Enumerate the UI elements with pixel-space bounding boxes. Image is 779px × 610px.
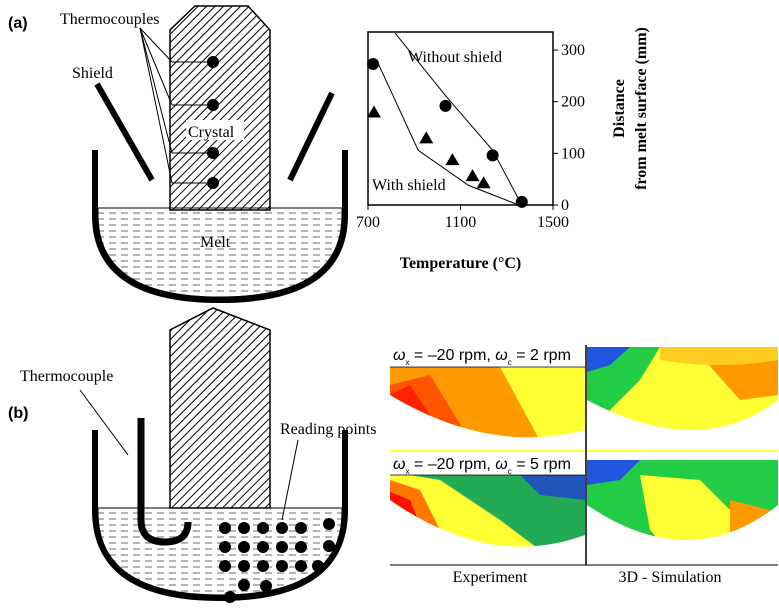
condition-part: ω	[393, 456, 405, 473]
point	[516, 196, 528, 208]
point	[466, 169, 480, 181]
label: 3D - Simulation	[618, 569, 721, 586]
label: Reading points	[280, 421, 376, 438]
condition-part: = –20 rpm,	[409, 347, 495, 364]
y-axis-title: from melt surface (mm)	[633, 27, 650, 190]
label: Thermocouples	[60, 11, 160, 28]
reading-point	[224, 591, 236, 603]
reading-point	[295, 522, 307, 534]
shield	[97, 84, 152, 180]
reading-point	[219, 522, 231, 534]
y-tick-label: 0	[561, 197, 569, 214]
point	[487, 149, 499, 161]
reading-point	[238, 522, 250, 534]
condition-part: = 5 rpm	[512, 456, 571, 473]
y-tick-label: 200	[561, 94, 585, 111]
reading-point	[257, 522, 269, 534]
condition-part: ω	[495, 456, 507, 473]
condition-part: ω	[495, 347, 507, 364]
crystal	[170, 6, 270, 210]
reading-point	[238, 579, 250, 591]
series-label: Without shield	[408, 49, 502, 66]
x-tick-label: 700	[356, 214, 380, 231]
condition-label: ωx = –20 rpm, ωc = 2 rpm	[393, 347, 571, 367]
condition-part: = 2 rpm	[512, 347, 571, 364]
reading-point	[238, 541, 250, 553]
reading-point	[276, 541, 288, 553]
condition-part: = –20 rpm,	[409, 456, 495, 473]
shield	[290, 93, 332, 180]
panel-tag: (b)	[8, 405, 28, 422]
reading-point	[323, 540, 335, 552]
label: Thermocouple	[20, 368, 113, 385]
reading-point	[219, 560, 231, 572]
reading-point	[295, 541, 307, 553]
y-axis-title: Distance	[611, 79, 628, 138]
point	[477, 176, 491, 188]
reading-point	[219, 541, 231, 553]
reading-point	[312, 560, 324, 572]
condition-part: ω	[393, 347, 405, 364]
condition-label: ωx = –20 rpm, ωc = 5 rpm	[393, 456, 571, 476]
x-tick-label: 1500	[537, 214, 569, 231]
x-axis-title: Temperature (°C)	[400, 255, 521, 272]
point	[445, 153, 459, 165]
leader	[80, 390, 128, 455]
panel-b: (b) Thermocouple Reading points	[8, 308, 778, 603]
point	[367, 58, 379, 70]
point	[419, 131, 433, 143]
reading-point	[257, 541, 269, 553]
y-tick-label: 300	[561, 42, 585, 59]
reading-point	[276, 522, 288, 534]
label: Melt	[200, 234, 231, 251]
label: Experiment	[453, 569, 528, 586]
crystal	[170, 308, 270, 508]
reading-point	[295, 560, 307, 572]
x-tick-label: 1100	[445, 214, 476, 231]
panel-a: (a) Thermocouples Shield Crystal Melt	[8, 6, 345, 300]
label: Crystal	[188, 124, 235, 141]
reading-point	[323, 518, 335, 530]
point	[367, 106, 381, 118]
reading-point	[260, 580, 272, 592]
point	[439, 100, 451, 112]
reading-point	[257, 560, 269, 572]
reading-point	[276, 560, 288, 572]
label: Shield	[72, 65, 113, 82]
panel-tag: (a)	[8, 15, 28, 32]
series-label: With shield	[372, 177, 446, 194]
heatmaps	[390, 345, 778, 565]
figure: (a) Thermocouples Shield Crystal Melt 70…	[0, 0, 779, 605]
reading-point	[238, 560, 250, 572]
y-tick-label: 100	[561, 145, 585, 162]
